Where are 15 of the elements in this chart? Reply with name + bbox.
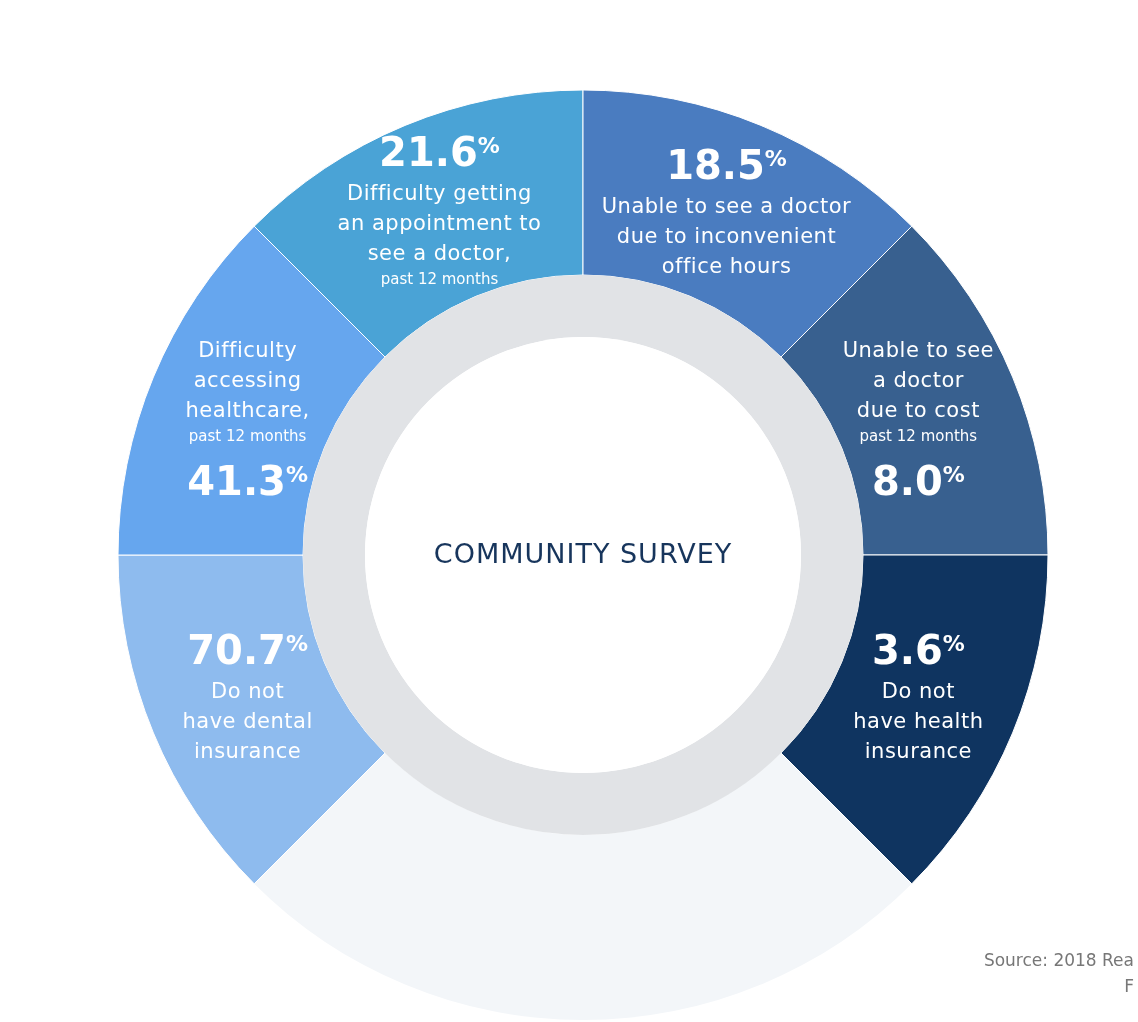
source-note: Source: 2018 Rea xyxy=(983,950,1134,970)
data-label: 3.6$^{%}$ xyxy=(871,626,965,673)
category-label: Unable to see a doctor due to inconvenient office hours xyxy=(601,193,852,278)
category-label: Difficulty getting an appointment to see a doctor, past 12 months xyxy=(337,180,542,288)
data-label: 70.7$^{%}$ xyxy=(187,626,309,673)
category-label: Unable to see a doctor due to cost past 12 months xyxy=(842,338,995,446)
category-label: Do not have dental insurance xyxy=(182,678,313,763)
text: F xyxy=(1124,976,1134,996)
category-label: Difficulty accessing healthcare, past 12 months xyxy=(185,338,310,446)
data-label: 41.3$^{%}$ xyxy=(187,458,309,505)
text: COMMUNITY SURVEY xyxy=(433,537,733,569)
data-label: 21.6$^{%}$ xyxy=(379,128,500,175)
data-label: 8.0$^{%}$ xyxy=(871,458,965,505)
category-label: Do not have health insurance xyxy=(853,678,984,763)
data-label: 18.5$^{%}$ xyxy=(666,141,787,188)
